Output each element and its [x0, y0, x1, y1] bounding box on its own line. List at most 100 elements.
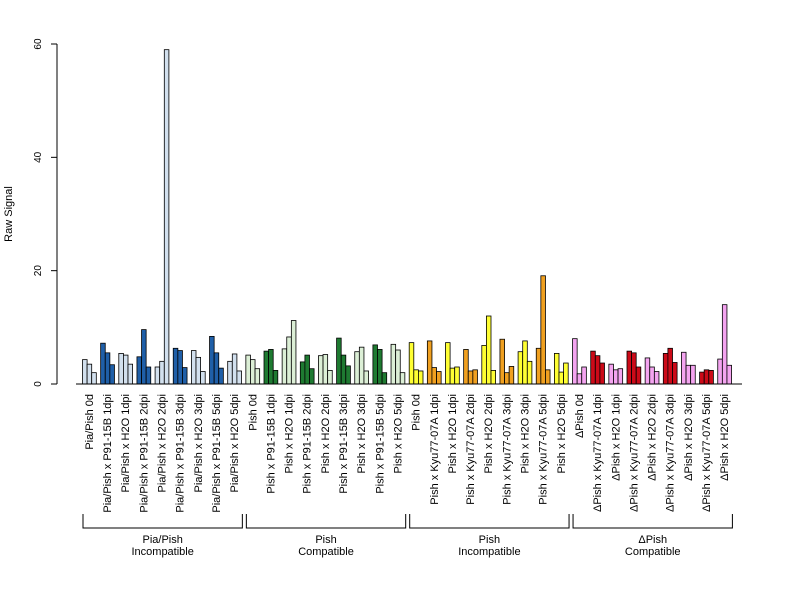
- bar: [690, 364, 696, 385]
- category-label: Pish x H2O 3dpi: [520, 394, 532, 473]
- bar: [123, 354, 129, 385]
- category-label: Pish x H2O 3dpi: [356, 394, 368, 473]
- category-label: Pia/Pish x P91-15B 2dpi: [138, 394, 150, 513]
- bar: [581, 366, 587, 385]
- bar: [82, 359, 88, 385]
- category-label: Pish x Kyu77-07A 1dpi: [429, 394, 441, 505]
- bar: [617, 368, 624, 385]
- bar: [558, 371, 564, 385]
- bar: [490, 369, 496, 385]
- bar: [290, 320, 297, 385]
- bar: [681, 351, 687, 385]
- bar: [395, 349, 401, 385]
- bar: [182, 367, 188, 385]
- bar: [540, 275, 546, 385]
- group-bracket: [82, 514, 243, 529]
- category-label: ΔPish x Kyu77-07A 3dpi: [665, 394, 677, 512]
- category-label: Pish x Kyu77-07A 5dpi: [538, 394, 550, 505]
- bar: [504, 372, 510, 385]
- bar: [417, 370, 424, 385]
- bar: [726, 364, 732, 385]
- bar: [467, 370, 474, 385]
- category-label: ΔPish x Kyu77-07A 1dpi: [592, 394, 604, 512]
- bar: [613, 369, 619, 385]
- category-label: Pia/Pish x H2O 2dpi: [157, 394, 169, 492]
- bar: [377, 349, 383, 385]
- category-label: Pish x H2O 1dpi: [447, 394, 459, 473]
- bar: [667, 347, 673, 385]
- group-brackets: Pia/PishIncompatiblePishCompatiblePishIn…: [82, 514, 733, 558]
- group-label: Pia/Pish: [142, 534, 182, 546]
- bar: [631, 352, 637, 385]
- y-axis-label: Raw Signal: [3, 186, 15, 242]
- category-label: Pish 0d: [411, 394, 423, 431]
- category-label: Pish x H2O 2dpi: [320, 394, 332, 473]
- bar: [345, 365, 351, 385]
- bar: [653, 371, 660, 385]
- bar: [517, 351, 524, 385]
- bar: [236, 370, 242, 385]
- bar: [599, 362, 605, 385]
- group-bracket: [245, 514, 407, 529]
- category-label: ΔPish x H2O 1dpi: [610, 394, 622, 481]
- category-label: Pish 0d: [247, 394, 259, 431]
- bar: [209, 335, 215, 385]
- bar: [218, 367, 224, 385]
- bar: [485, 315, 492, 385]
- bar: [118, 352, 124, 385]
- bar: [172, 347, 179, 385]
- category-label: Pia/Pish x H2O 3dpi: [193, 394, 205, 492]
- bar: [644, 357, 651, 385]
- bar: [141, 329, 147, 385]
- group-label: ΔPish: [638, 534, 667, 546]
- category-label: ΔPish x H2O 5dpi: [719, 394, 731, 481]
- bar: [304, 354, 310, 385]
- y-tick-label: 0: [33, 381, 44, 387]
- bar: [699, 371, 705, 385]
- bar: [104, 352, 111, 385]
- bar: [508, 366, 515, 385]
- bar: [327, 369, 333, 385]
- bar: [281, 348, 288, 385]
- category-label: Pish x H2O 1dpi: [284, 394, 296, 473]
- bar: [545, 369, 551, 385]
- bar: [363, 370, 369, 385]
- bar: [399, 372, 406, 385]
- bar: [672, 362, 678, 385]
- bar: [100, 342, 106, 385]
- bar: [426, 340, 433, 385]
- bar: [717, 358, 723, 385]
- category-label: Pia/Pish x H2O 5dpi: [229, 394, 241, 492]
- bar: [590, 350, 596, 385]
- bar: [703, 369, 710, 385]
- bar: [449, 367, 456, 385]
- bar: [163, 49, 170, 385]
- category-label: ΔPish x Kyu77-07A 2dpi: [628, 394, 640, 512]
- bar: [309, 368, 315, 385]
- bars-layer: [82, 49, 732, 385]
- group-label: Compatible: [298, 546, 354, 558]
- category-label: Pish x P91-15B 1dpi: [265, 394, 277, 494]
- category-label: Pish x Kyu77-07A 2dpi: [465, 394, 477, 505]
- category-label: ΔPish x H2O 3dpi: [683, 394, 695, 481]
- bar: [299, 361, 306, 385]
- bar: [608, 363, 614, 385]
- bar: [649, 366, 655, 385]
- category-label: ΔPish x H2O 2dpi: [647, 394, 659, 481]
- bar: [154, 366, 161, 385]
- bar: [200, 371, 206, 385]
- bar: [190, 350, 197, 385]
- category-label: ΔPish 0d: [574, 394, 586, 438]
- bar: [576, 373, 583, 385]
- bar: [381, 372, 388, 385]
- bar: [227, 360, 233, 385]
- bar: [322, 354, 329, 385]
- category-label: Pia/Pish 0d: [84, 394, 96, 450]
- bar: [145, 366, 152, 385]
- bar: [635, 366, 642, 385]
- bar: [86, 363, 93, 385]
- bar: [472, 369, 478, 385]
- bar: [272, 369, 279, 385]
- category-label: Pia/Pish x H2O 1dpi: [120, 394, 132, 492]
